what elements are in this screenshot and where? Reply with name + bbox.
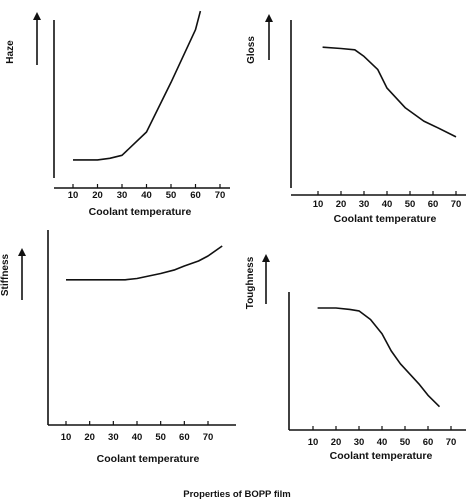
toughness-panel: 10 20 30 40 50 60 70 Coolant temperature Toughne… [245, 254, 466, 462]
haze-x-tick-label: 50 [166, 190, 177, 201]
toughness-x-tick-label: 20 [331, 437, 342, 448]
gloss-x-axis-label: Coolant temperature [334, 213, 437, 225]
haze-x-tick-label: 30 [117, 190, 128, 201]
figure-caption: Properties of BOPP film [183, 489, 291, 500]
gloss-series-line [322, 46, 457, 138]
haze-x-tick-label: 60 [190, 190, 201, 201]
toughness-x-tick-label: 40 [377, 437, 388, 448]
toughness-x-tick-label: 60 [423, 437, 434, 448]
stiffness-x-tick-label: 60 [179, 432, 190, 443]
toughness-y-axis-label: Toughness [245, 256, 256, 309]
haze-x-tick-label: 40 [141, 190, 152, 201]
toughness-up-arrow-icon [262, 254, 270, 304]
haze-x-tick-label: 10 [68, 190, 79, 201]
stiffness-series-line [66, 245, 223, 281]
gloss-x-tick-label: 40 [382, 199, 393, 210]
stiffness-x-axis-label: Coolant temperature [97, 453, 200, 465]
haze-arrow-head [33, 12, 41, 20]
haze-x-tick-label: 70 [215, 190, 226, 201]
toughness-series-line [317, 307, 441, 408]
haze-series-line [73, 10, 202, 161]
gloss-panel: 10 20 30 40 50 60 70 Coolant temperature Gloss [246, 14, 466, 225]
stiffness-x-tick-label: 30 [108, 432, 119, 443]
stiffness-x-tick-label: 50 [155, 432, 166, 443]
gloss-x-tick-label: 60 [428, 199, 439, 210]
stiffness-x-tick-label: 70 [203, 432, 214, 443]
toughness-x-axis-label: Coolant temperature [330, 450, 433, 462]
gloss-arrow-head [265, 14, 273, 22]
haze-x-tick-label: 20 [92, 190, 103, 201]
gloss-y-axis-label: Gloss [246, 36, 257, 64]
haze-y-axis-label: Haze [5, 40, 16, 64]
stiffness-arrow-head [18, 248, 26, 256]
toughness-x-tick-label: 10 [308, 437, 319, 448]
toughness-x-tick-label: 50 [400, 437, 411, 448]
stiffness-x-tick-label: 20 [84, 432, 95, 443]
gloss-x-tick-label: 50 [405, 199, 416, 210]
gloss-x-tick-label: 20 [336, 199, 347, 210]
stiffness-up-arrow-icon [18, 248, 26, 300]
stiffness-x-tick-label: 40 [132, 432, 143, 443]
haze-up-arrow-icon [33, 12, 41, 65]
gloss-up-arrow-icon [265, 14, 273, 60]
gloss-x-tick-label: 30 [359, 199, 370, 210]
toughness-x-tick-label: 30 [354, 437, 365, 448]
gloss-x-tick-label: 10 [313, 199, 324, 210]
toughness-arrow-head [262, 254, 270, 262]
stiffness-y-axis-label: Stiffness [0, 253, 11, 296]
gloss-x-tick-label: 70 [451, 199, 462, 210]
stiffness-x-tick-label: 10 [61, 432, 72, 443]
toughness-x-tick-label: 70 [446, 437, 457, 448]
haze-panel: 10 20 30 40 50 60 70 Coolant temperature Haze [5, 10, 230, 218]
haze-x-axis-label: Coolant temperature [89, 206, 192, 218]
